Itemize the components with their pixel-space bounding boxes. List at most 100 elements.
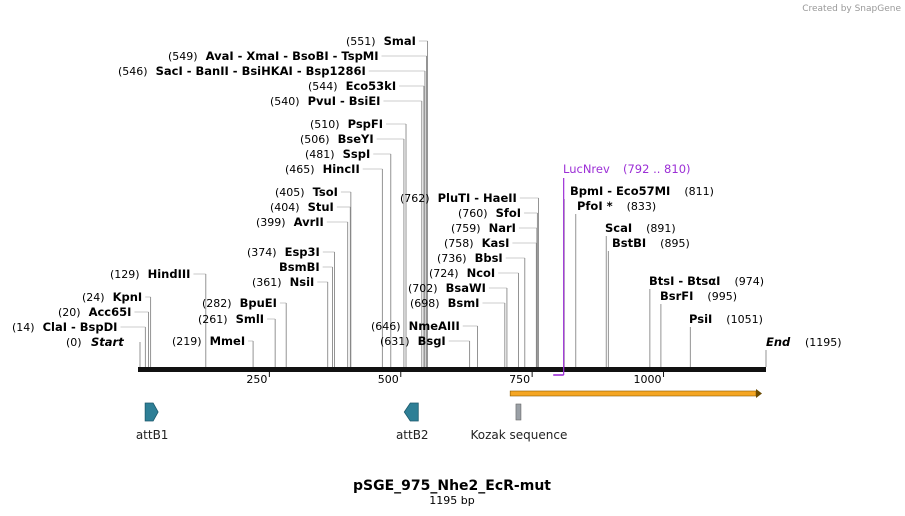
site-tsoi[interactable]: (405) TsoI <box>275 185 352 367</box>
feature-label: attB2 <box>396 428 429 442</box>
site-name: NarI <box>489 221 516 235</box>
site-nmeaiii[interactable]: (646) NmeAIII <box>371 319 478 367</box>
site-name: BtsI - BtsαI <box>649 274 720 288</box>
site-bseyi[interactable]: (506) BseYI <box>300 132 405 367</box>
site-bstbi[interactable]: BstBI (895) <box>607 236 690 367</box>
site-name: PvuI - BsiEI <box>308 94 381 108</box>
site-name: ClaI - BspDI <box>43 320 118 334</box>
sequence-backbone <box>138 367 766 372</box>
end-marker: End (1195) <box>765 335 842 367</box>
site-psii[interactable]: PsiI (1051) <box>689 312 763 367</box>
site-name: BsrFI <box>660 289 693 303</box>
site-pvui[interactable]: (540) PvuI - BsiEI <box>270 94 423 367</box>
features-track: attB1 attB2 Kozak sequence <box>136 389 762 442</box>
feature-attb2[interactable]: attB2 <box>396 402 429 442</box>
site-name: BpmI - Eco57MI <box>570 184 670 198</box>
site-position: (361) <box>252 276 282 289</box>
site-position: (510) <box>310 118 340 131</box>
site-avrii[interactable]: (399) AvrII <box>256 215 349 367</box>
site-name: Esp3I <box>285 245 320 259</box>
site-position: (895) <box>660 237 690 250</box>
site-position: (736) <box>437 252 467 265</box>
site-bsrfi[interactable]: BsrFI (995) <box>660 289 737 367</box>
site-hindiii[interactable]: (129) HindIII <box>110 267 207 367</box>
feature-arrow <box>403 402 419 422</box>
site-name: HindIII <box>148 267 191 281</box>
site-name: NmeAIII <box>409 319 460 333</box>
site-name: Acc65I <box>89 305 132 319</box>
site-kpni[interactable]: (24) KpnI <box>82 290 152 367</box>
site-avai[interactable]: (549) AvaI - XmaI - BsoBI - TspMI <box>168 49 427 367</box>
site-position: (724) <box>429 267 459 280</box>
feature-label: attB1 <box>136 428 169 442</box>
site-name: SmaI <box>384 34 416 48</box>
site-name: AvaI - XmaI - BsoBI - TspMI <box>206 49 379 63</box>
site-position: (546) <box>118 65 148 78</box>
feature-kozak-sequence[interactable]: Kozak sequence <box>471 403 568 442</box>
site-name: StuI <box>308 200 334 214</box>
site-bpuei[interactable]: (282) BpuEI <box>202 296 287 367</box>
site-name: KpnI <box>113 290 143 304</box>
site-nsii[interactable]: (361) NsiI <box>252 275 329 367</box>
site-smli[interactable]: (261) SmlI <box>198 312 276 367</box>
site-position: (631) <box>380 335 410 348</box>
primer-name: LucNrev <box>563 162 610 176</box>
site-sspi[interactable]: (481) SspI <box>305 147 392 367</box>
ruler-ticks: 250 500 750 1000 <box>246 371 665 386</box>
site-position: (481) <box>305 148 335 161</box>
site-scai[interactable]: ScaI (891) <box>605 221 676 367</box>
site-name: BsmI <box>448 296 480 310</box>
site-clai[interactable]: (14) ClaI - BspDI <box>12 320 146 367</box>
site-position: (24) <box>82 291 105 304</box>
feature-box <box>515 403 522 421</box>
site-esp3i[interactable]: (374) Esp3I <box>247 245 335 367</box>
site-name: SfoI <box>496 206 521 220</box>
end-position: (1195) <box>805 336 842 349</box>
site-name: SmlI <box>236 312 265 326</box>
site-position: (551) <box>346 35 376 48</box>
site-bbsi[interactable]: (736) BbsI <box>437 251 526 367</box>
site-ncoi[interactable]: (724) NcoI <box>429 266 519 367</box>
feature-attb1[interactable]: attB1 <box>136 402 169 442</box>
site-pspfi[interactable]: (510) PspFI <box>310 117 407 367</box>
orf-bar[interactable] <box>509 389 762 398</box>
primer-luc-nrev[interactable]: LucNrev (792 .. 810) <box>553 162 691 376</box>
site-sfoi[interactable]: (760) SfoI <box>458 206 538 367</box>
tick-label: 750 <box>509 373 530 386</box>
site-bsawi[interactable]: (702) BsaWI <box>408 281 508 367</box>
site-position: (14) <box>12 321 35 334</box>
site-bsmi[interactable]: (698) BsmI <box>410 296 506 367</box>
orf-arrowhead <box>756 389 762 398</box>
site-kasi[interactable]: (758) KasI <box>444 236 537 367</box>
start-name: Start <box>91 335 124 349</box>
site-name: PfoI * <box>577 199 613 213</box>
site-bsmbi[interactable]: BsmBI <box>279 260 333 367</box>
site-position: (891) <box>646 222 676 235</box>
site-stui[interactable]: (404) StuI <box>270 200 351 367</box>
site-eco53ki[interactable]: (544) Eco53kI <box>308 79 425 367</box>
site-position: (549) <box>168 50 198 63</box>
site-pluti[interactable]: (762) PluTI - HaeII <box>400 191 539 367</box>
site-position: (261) <box>198 313 228 326</box>
site-pfoi[interactable]: PfoI * (833) <box>575 199 656 367</box>
site-bsgi[interactable]: (631) BsgI <box>380 334 471 367</box>
site-btsi[interactable]: BtsI - BtsαI (974) <box>649 274 764 367</box>
site-position: (646) <box>371 320 401 333</box>
site-saci[interactable]: (546) SacI - BanII - BsiHKAI - Bsp1286I <box>118 64 426 367</box>
site-position: (702) <box>408 282 438 295</box>
site-smai[interactable]: (551) SmaI <box>346 34 429 367</box>
site-mmei[interactable]: (219) MmeI <box>172 334 254 367</box>
site-position: (544) <box>308 80 338 93</box>
site-hincii[interactable]: (465) HincII <box>285 162 383 367</box>
site-name: BsgI <box>418 334 446 348</box>
site-position: (20) <box>58 306 81 319</box>
site-nari[interactable]: (759) NarI <box>451 221 538 367</box>
site-name: NcoI <box>467 266 496 280</box>
site-acc65i[interactable]: (20) Acc65I <box>58 305 149 367</box>
site-position: (219) <box>172 335 202 348</box>
backbone-bar <box>138 367 766 372</box>
site-name: SacI - BanII - BsiHKAI - Bsp1286I <box>156 64 366 78</box>
restriction-sites: (14) ClaI - BspDI(20) Acc65I(24) KpnI (129) H… <box>12 34 764 367</box>
site-name: BbsI <box>475 251 503 265</box>
